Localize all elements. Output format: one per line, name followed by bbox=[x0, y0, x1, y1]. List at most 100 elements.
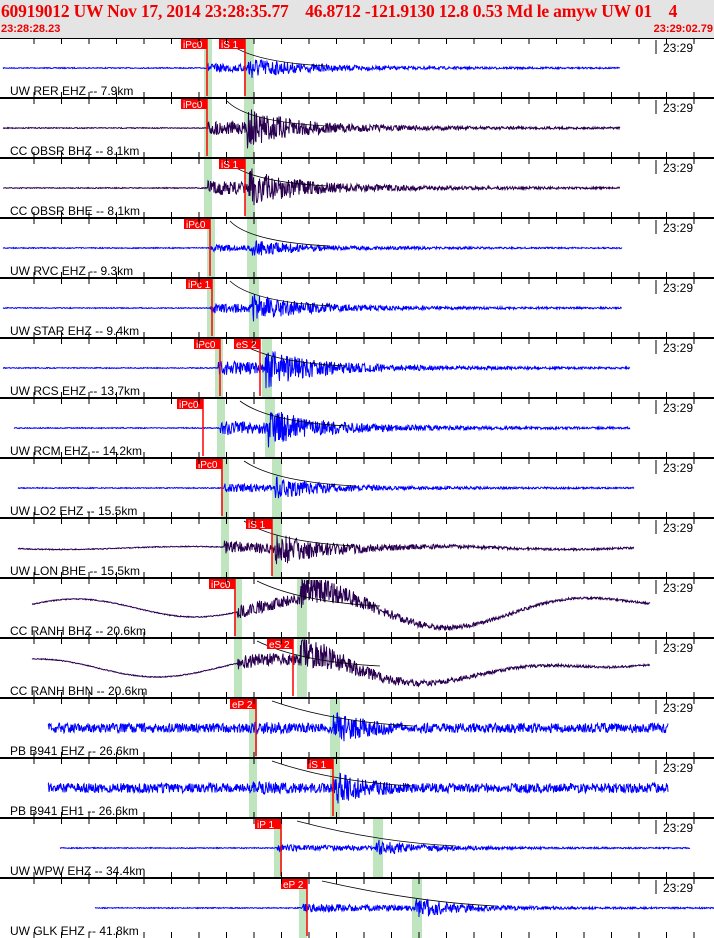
pick-flag[interactable] bbox=[194, 339, 220, 349]
pick-flag[interactable] bbox=[219, 159, 245, 169]
minute-label: 23:29 bbox=[663, 101, 693, 115]
pick-flag[interactable] bbox=[184, 219, 210, 229]
trace-7[interactable]: iPc0 UW LO2 EHZ -- 15.5km 23:29 bbox=[0, 457, 714, 518]
pick-flag[interactable] bbox=[234, 339, 260, 349]
minute-label: 23:29 bbox=[663, 641, 693, 655]
trace-0[interactable]: iPc0 iS 1 UW RER EHZ -- 7.9km 23:29 bbox=[0, 38, 714, 98]
station-label: CC OBSR BHE -- 8.1km bbox=[10, 204, 140, 218]
station-label: CC RANH BHZ -- 20.6km bbox=[10, 624, 146, 638]
waveform bbox=[3, 168, 620, 206]
trace-11[interactable]: eP 2 PB B941 EHZ -- 26.6km 23:29 bbox=[0, 697, 714, 758]
trace-8[interactable]: iS 1 UW LON BHE -- 15.5km 23:29 bbox=[0, 517, 714, 578]
s-window-band bbox=[297, 578, 307, 638]
trace-13[interactable]: iP 1 UW WPW EHZ -- 34.4km 23:29 bbox=[0, 817, 714, 878]
pick-label: iS 1 bbox=[221, 160, 239, 171]
coda-curve bbox=[256, 580, 381, 607]
waveform bbox=[31, 639, 650, 688]
trace-9[interactable]: iPc0 CC RANH BHZ -- 20.6km 23:29 bbox=[0, 577, 714, 638]
coda-curve bbox=[243, 460, 356, 487]
pick-label: eP 2 bbox=[283, 880, 304, 891]
seismogram-panel[interactable]: iPc0 iS 1 UW RER EHZ -- 7.9km 23:29 iPc0 CC O… bbox=[0, 38, 714, 938]
pick-flag[interactable] bbox=[281, 879, 307, 889]
minute-label: 23:29 bbox=[663, 581, 693, 595]
pick-flag[interactable] bbox=[307, 759, 333, 769]
trace-1[interactable]: iPc0 CC OBSR BHZ -- 8.1km 23:29 bbox=[0, 97, 714, 158]
pick-label: iP 1 bbox=[257, 820, 274, 831]
coda-curve bbox=[226, 100, 328, 127]
trace-4[interactable]: iPc 1 UW STAR EHZ -- 9.4km 23:29 bbox=[0, 277, 714, 338]
trace-5[interactable]: iPc0 eS 2 UW RCS EHZ -- 13.7km 23:29 bbox=[0, 337, 714, 398]
trace-12[interactable]: iS 1 PB B941 EH1 -- 26.6km 23:29 bbox=[0, 757, 714, 818]
pick-flag[interactable] bbox=[219, 39, 245, 49]
minute-label: 23:29 bbox=[663, 821, 693, 835]
minute-label: 23:29 bbox=[663, 281, 693, 295]
s-window-band bbox=[297, 638, 307, 698]
trace-14[interactable]: eP 2 UW GLK EHZ -- 41.8km 23:29 bbox=[0, 877, 714, 938]
pick-label: iPc0 bbox=[183, 40, 203, 51]
pick-flag[interactable] bbox=[181, 39, 207, 49]
waveform bbox=[47, 712, 669, 742]
trace-10[interactable]: eS 2 CC RANH BHN -- 20.6km 23:29 bbox=[0, 637, 714, 698]
station-label: UW LO2 EHZ -- 15.5km bbox=[10, 504, 137, 518]
minute-label: 23:29 bbox=[663, 701, 693, 715]
pick-flag[interactable] bbox=[230, 699, 256, 709]
p-window-band bbox=[299, 878, 307, 938]
station-label: UW RVC EHZ -- 9.3km bbox=[10, 264, 133, 278]
station-label: CC OBSR BHZ -- 8.1km bbox=[10, 144, 139, 158]
event-header: 60919012 UW Nov 17, 2014 23:28:35.77 46.… bbox=[0, 0, 714, 38]
waveform bbox=[13, 411, 631, 448]
minute-label: 23:29 bbox=[663, 401, 693, 415]
p-window-band bbox=[221, 518, 229, 578]
station-label: CC RANH BHN -- 20.6km bbox=[10, 684, 147, 698]
coda-curve bbox=[271, 760, 414, 787]
pick-flag[interactable] bbox=[181, 99, 207, 109]
pick-flag[interactable] bbox=[255, 819, 281, 829]
trace-3[interactable]: iPc0 UW RVC EHZ -- 9.3km 23:29 bbox=[0, 217, 714, 278]
pick-label: iPc 1 bbox=[188, 280, 211, 291]
pick-label: iPc0 bbox=[211, 580, 231, 591]
station-label: UW RCS EHZ -- 13.7km bbox=[10, 384, 140, 398]
pick-flag[interactable] bbox=[246, 519, 272, 529]
station-label: UW GLK EHZ -- 41.8km bbox=[10, 924, 139, 938]
station-label: UW STAR EHZ -- 9.4km bbox=[10, 324, 139, 338]
waveform bbox=[2, 350, 631, 389]
station-label: UW RCM EHZ -- 14.2km bbox=[10, 444, 142, 458]
coda-curve bbox=[229, 280, 333, 307]
pick-label: eP 2 bbox=[232, 700, 253, 711]
minute-label: 23:29 bbox=[663, 461, 693, 475]
pick-label: eS 2 bbox=[269, 640, 290, 651]
waveform bbox=[94, 898, 714, 918]
waveform bbox=[31, 578, 651, 632]
coda-curve bbox=[229, 220, 331, 247]
coda-curve bbox=[239, 400, 349, 427]
start-time: 23:28:28.23 bbox=[1, 23, 61, 35]
trace-2[interactable]: iS 1 CC OBSR BHE -- 8.1km 23:29 bbox=[0, 157, 714, 218]
station-label: PB B941 EHZ -- 26.6km bbox=[10, 744, 139, 758]
waveform bbox=[17, 535, 634, 565]
coda-curve bbox=[321, 880, 496, 907]
trace-6[interactable]: iPc0 UW RCM EHZ -- 14.2km 23:29 bbox=[0, 397, 714, 458]
pick-flag[interactable] bbox=[177, 399, 203, 409]
pick-flag[interactable] bbox=[267, 639, 293, 649]
minute-label: 23:29 bbox=[663, 761, 693, 775]
minute-label: 23:29 bbox=[663, 881, 693, 895]
pick-flag[interactable] bbox=[209, 579, 235, 589]
station-label: UW LON BHE -- 15.5km bbox=[10, 564, 140, 578]
waveform bbox=[2, 59, 621, 78]
pick-label: iS 1 bbox=[248, 520, 266, 531]
station-label: UW RER EHZ -- 7.9km bbox=[10, 84, 133, 98]
minute-label: 23:29 bbox=[663, 521, 693, 535]
end-time: 23:29:02.79 bbox=[653, 23, 713, 35]
p-window-band bbox=[234, 578, 242, 638]
waveform bbox=[17, 476, 635, 499]
minute-label: 23:29 bbox=[663, 41, 693, 55]
minute-label: 23:29 bbox=[663, 221, 693, 235]
pick-label: iPc0 bbox=[179, 400, 199, 411]
waveform bbox=[2, 293, 622, 322]
pick-flag[interactable] bbox=[196, 459, 222, 469]
station-label: PB B941 EH1 -- 26.6km bbox=[10, 804, 138, 818]
waveform bbox=[59, 839, 691, 856]
minute-label: 23:29 bbox=[663, 341, 693, 355]
waveform bbox=[2, 109, 621, 149]
pick-label: iPc0 bbox=[183, 100, 203, 111]
